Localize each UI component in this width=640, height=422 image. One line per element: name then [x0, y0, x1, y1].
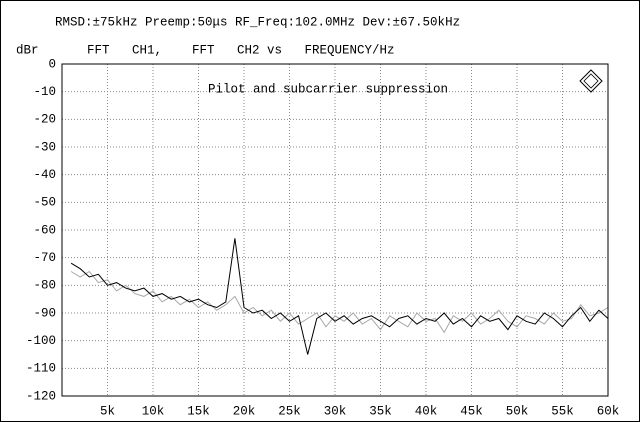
x-tick-label: 20k: [233, 404, 256, 418]
x-tick-label: 10k: [142, 404, 165, 418]
trace: [70, 238, 609, 355]
y-tick-label: -90: [33, 306, 56, 320]
x-tick-label: 35k: [369, 404, 392, 418]
chart-title: RMSD:±75kHz Preemp:50μs RF_Freq:102.0MHz…: [55, 15, 460, 29]
y-tick-label: -30: [33, 140, 56, 154]
y-tick-label: -10: [33, 85, 56, 99]
y-tick-label: -80: [33, 279, 56, 293]
plot-border: [61, 63, 609, 397]
y-tick-label: -100: [26, 334, 56, 348]
y-tick-label: -110: [26, 362, 56, 376]
y-axis-label: dBr: [16, 43, 39, 57]
x-tick-label: 30k: [324, 404, 347, 418]
x-tick-label: 50k: [506, 404, 529, 418]
x-tick-label: 45k: [460, 404, 483, 418]
y-tick-label: -60: [33, 223, 56, 237]
x-tick-label: 40k: [415, 404, 438, 418]
annotation: Pilot and subcarrier suppression: [208, 82, 448, 96]
y-tick-label: -50: [33, 196, 56, 210]
y-tick-label: -40: [33, 168, 56, 182]
logo: [579, 69, 603, 93]
x-tick-label: 5k: [100, 404, 115, 418]
subtitle: FFT CH1, FFT CH2 vs FREQUENCY/Hz: [87, 43, 395, 57]
x-tick-label: 15k: [187, 404, 210, 418]
y-tick-label: -120: [26, 389, 56, 403]
x-tick-label: 55k: [551, 404, 574, 418]
x-tick-label: 60k: [597, 404, 620, 418]
x-tick-label: 25k: [278, 404, 301, 418]
y-tick-label: -20: [33, 113, 56, 127]
y-tick-label: -70: [33, 251, 56, 265]
y-tick-label: 0: [48, 57, 56, 71]
